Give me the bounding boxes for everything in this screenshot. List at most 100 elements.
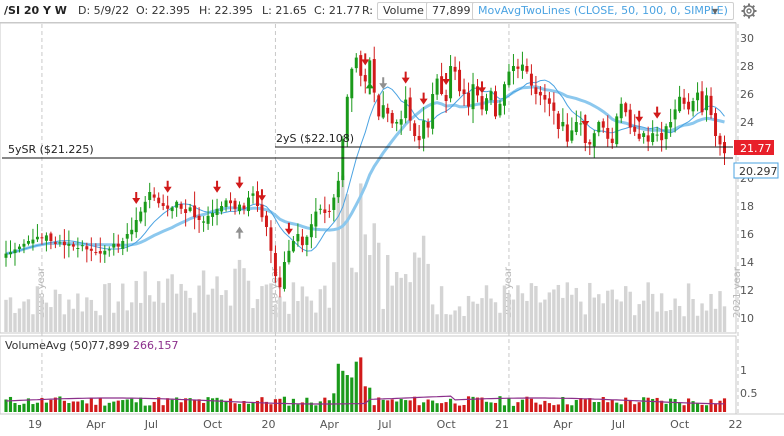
volume-bar xyxy=(161,302,165,332)
volume-pane-bar xyxy=(359,357,363,412)
volume-bar xyxy=(624,286,628,332)
signal-arrow-down-icon xyxy=(653,106,662,119)
candle-body xyxy=(494,91,497,117)
volume-pane-bar xyxy=(260,397,264,412)
volume-pane-bar xyxy=(323,397,327,412)
volume-pane-bar xyxy=(219,399,224,412)
volume-pane-bar xyxy=(547,403,551,412)
candle-body xyxy=(395,122,399,124)
candle-body xyxy=(148,192,152,201)
volume-pane-bar xyxy=(691,401,695,412)
candle-body xyxy=(229,200,233,204)
volume-bar xyxy=(588,282,592,332)
candle-body xyxy=(386,107,390,114)
volume-bar xyxy=(601,303,605,332)
volume-pane-bar xyxy=(44,402,48,412)
candle-body xyxy=(184,209,188,213)
candle-body xyxy=(85,246,89,250)
volume-pane-bar xyxy=(722,398,727,412)
candle-body xyxy=(233,200,237,209)
candle-body xyxy=(296,234,300,242)
candle-body xyxy=(646,135,650,142)
volume-bar xyxy=(309,300,314,332)
candle-body xyxy=(157,197,161,204)
signal-arrow-up-icon xyxy=(365,82,374,95)
volume-bar xyxy=(529,283,534,332)
signal-arrow-down-icon xyxy=(235,176,244,189)
candle-body xyxy=(458,69,462,92)
candle-body xyxy=(399,119,403,125)
volume-bar xyxy=(412,252,417,332)
price-tick-label: 28 xyxy=(740,60,754,73)
price-tick-label: 10 xyxy=(740,312,754,325)
volume-bar xyxy=(345,194,349,332)
candle-body xyxy=(255,191,259,206)
volume-bar xyxy=(507,293,511,332)
time-tick-label: Apr xyxy=(86,418,106,431)
collapse-chevron-icon[interactable]: ▾ xyxy=(712,4,719,18)
volume-bar xyxy=(219,295,224,332)
volume-pane-bar xyxy=(426,399,430,412)
candle-body xyxy=(691,101,695,112)
volume-pane-bar xyxy=(255,400,260,412)
candle-body xyxy=(714,113,718,136)
volume-bar xyxy=(534,285,538,332)
volume-pane-bar xyxy=(552,405,556,412)
volume-pane-bar xyxy=(94,404,98,412)
volume-bar xyxy=(71,308,76,332)
volume-pane-bar xyxy=(386,400,390,412)
volume-pane-bar xyxy=(89,397,93,412)
candle-body xyxy=(17,246,21,250)
candle-body xyxy=(345,96,349,140)
volume-pane-bar xyxy=(700,404,704,412)
candle-body xyxy=(107,249,111,251)
signal-arrow-down-icon xyxy=(257,189,266,202)
volume-bar xyxy=(165,278,170,332)
candle-body xyxy=(422,120,426,139)
volume-pane-bar xyxy=(121,400,125,412)
volume-bar xyxy=(156,281,161,332)
volume-pane-bar xyxy=(516,402,520,412)
volume-pane-bar xyxy=(130,398,134,412)
volume-bar xyxy=(394,272,399,332)
candle-body xyxy=(413,123,417,136)
gear-icon[interactable] xyxy=(741,3,757,19)
volume-bar xyxy=(103,284,107,332)
volume-pane-bar xyxy=(224,401,228,412)
volume-pane-bar xyxy=(40,397,44,412)
signal-arrow-down-icon xyxy=(401,71,410,84)
candle-body xyxy=(480,96,484,110)
volume-pane-bar xyxy=(76,401,80,412)
volume-pane-bar xyxy=(300,402,304,412)
candle-body xyxy=(502,84,506,106)
candle-body xyxy=(202,221,206,223)
volume-pane-bar xyxy=(80,400,84,412)
volume-pane-bar xyxy=(381,399,385,412)
candle-body xyxy=(390,112,394,124)
volume-pane-bar xyxy=(628,400,632,412)
volume-value: 77,899 xyxy=(426,2,477,20)
volume-pane-bar xyxy=(695,403,700,412)
symbol-label[interactable]: /SI 20 Y W xyxy=(4,4,67,17)
volume-bar xyxy=(107,283,111,332)
volume-bar xyxy=(291,282,296,332)
volume-pane-bar xyxy=(13,403,17,412)
volume-pane-bar xyxy=(341,370,345,412)
volume-pane-bar xyxy=(8,396,13,412)
close-value: C: 21.77 xyxy=(314,4,361,17)
volume-bar xyxy=(35,286,40,332)
volume-bar xyxy=(592,297,596,332)
volume-pane-bar xyxy=(601,397,605,412)
candle-body xyxy=(291,241,295,252)
volume-pane-bar xyxy=(273,399,278,412)
candle-body xyxy=(112,243,116,248)
volume-pane-bar xyxy=(713,404,718,412)
candle-body xyxy=(323,209,327,213)
volume-bar xyxy=(354,272,358,332)
moving-average-study-label[interactable]: MovAvgTwoLines (CLOSE, 50, 100, 0, SIMPL… xyxy=(472,2,734,20)
volume-pane-bar xyxy=(606,402,610,412)
candle-body xyxy=(197,215,201,220)
volume-pane-bar xyxy=(565,404,569,412)
signal-arrow-down-icon xyxy=(361,53,370,66)
